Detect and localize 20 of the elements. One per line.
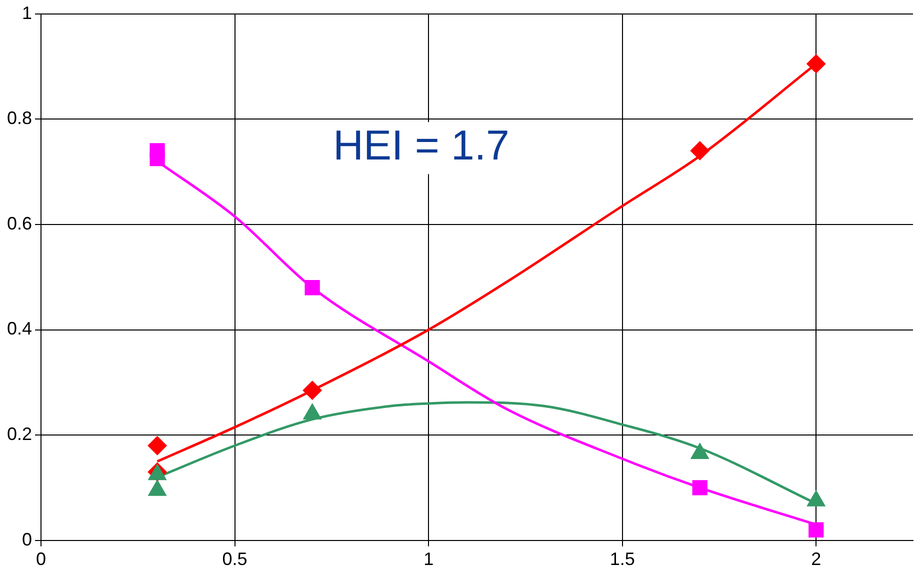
y-tick-label: 0.4 <box>6 318 32 339</box>
y-tick-label: 0 <box>22 529 32 550</box>
point <box>808 522 824 538</box>
annotation: HEI = 1.7 <box>333 122 510 169</box>
y-tick-label: 0.8 <box>6 108 32 128</box>
y-tick-label: 0.2 <box>6 424 32 444</box>
y-tick-label: 0.6 <box>6 213 32 234</box>
point <box>304 280 320 296</box>
x-tick-label: 0.5 <box>222 549 248 570</box>
point <box>806 54 826 74</box>
y-tick-label: 1 <box>22 2 32 23</box>
x-tick-label: 1 <box>424 549 434 570</box>
point <box>148 436 167 456</box>
x-tick-label: 1.5 <box>610 549 635 570</box>
point <box>150 151 165 166</box>
point <box>690 141 710 160</box>
x-tick-label: 0 <box>36 549 46 570</box>
point <box>692 480 708 496</box>
point <box>302 380 322 400</box>
x-tick-label: 2 <box>811 549 822 570</box>
